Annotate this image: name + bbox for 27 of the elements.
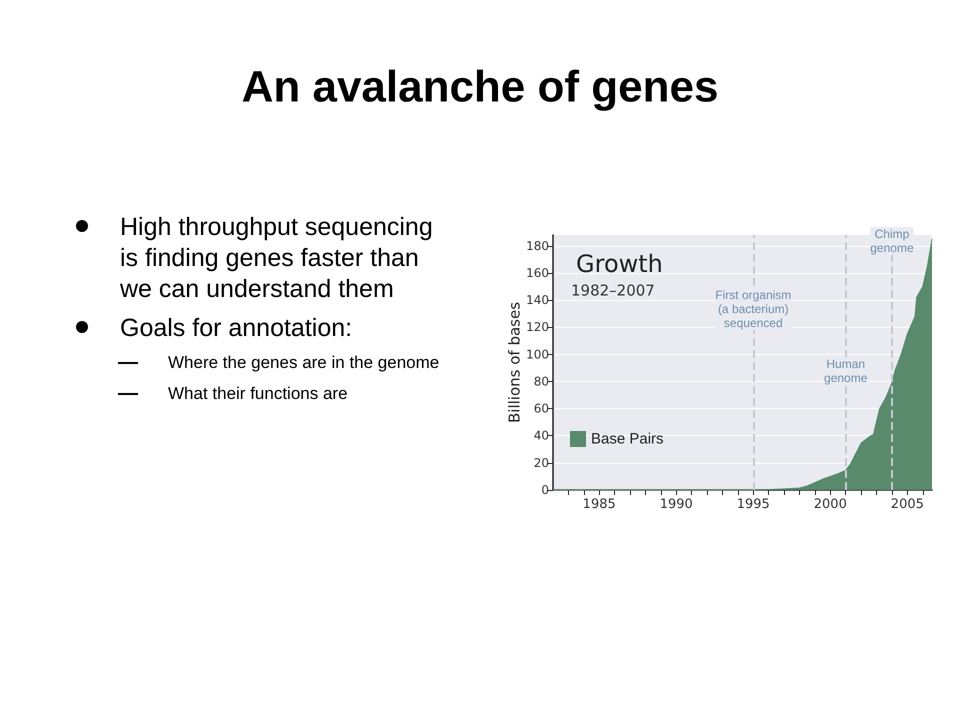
y-tick-label: 140 — [526, 293, 549, 308]
y-tick-label: 80 — [534, 374, 549, 388]
ref-line-label: First organism (a bacterium) sequenced — [715, 288, 792, 330]
text: Goals for annotation: — [70, 313, 440, 344]
y-tick-label: 160 — [526, 266, 549, 280]
y-tick-label: 60 — [534, 402, 549, 416]
y-axis-title: Billions of bases — [506, 302, 524, 424]
text: Where the genes are in the genome — [118, 352, 458, 373]
text: What their functions are — [118, 383, 458, 404]
x-tick-label: 1995 — [736, 497, 770, 512]
annotation: 1982–2007 — [571, 282, 655, 300]
x-tick-label: 1990 — [660, 497, 693, 512]
text: Growth — [576, 250, 663, 278]
chart-title: An avalanche of genes — [242, 62, 718, 112]
y-tick-label: 180 — [526, 238, 549, 253]
x-tick-label: 2005 — [890, 497, 924, 512]
ref-line-label: Human genome — [824, 357, 868, 385]
y-tick-label: 0 — [541, 483, 549, 497]
y-tick-label: 40 — [534, 428, 549, 443]
legend-label: Base Pairs — [591, 430, 664, 448]
y-tick-label: 20 — [534, 456, 549, 470]
x-tick-label: 2000 — [814, 497, 847, 512]
y-tick-label: 100 — [526, 347, 549, 362]
ref-line-label: Chimp genome — [870, 227, 914, 255]
text: High throughput sequencing is finding genes faster than we can understand them — [70, 212, 440, 305]
y-tick-label: 120 — [526, 320, 549, 334]
x-tick-label: 1985 — [582, 497, 616, 512]
